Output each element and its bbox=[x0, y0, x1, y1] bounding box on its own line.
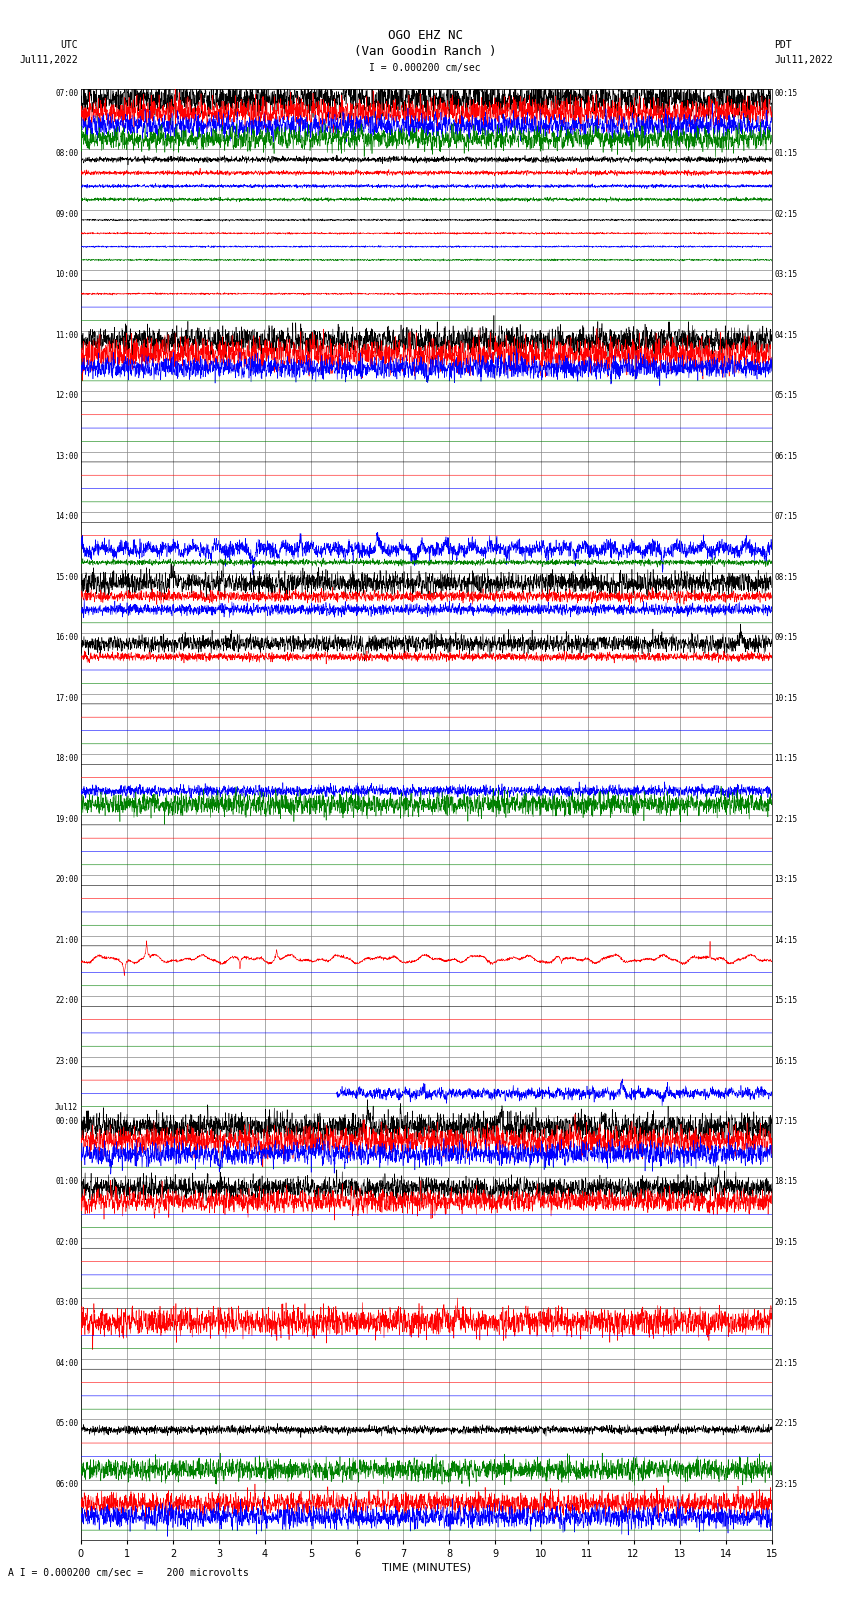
Text: (Van Goodin Ranch ): (Van Goodin Ranch ) bbox=[354, 45, 496, 58]
Text: 01:15: 01:15 bbox=[774, 150, 797, 158]
Text: 12:00: 12:00 bbox=[55, 392, 78, 400]
Text: 06:00: 06:00 bbox=[55, 1481, 78, 1489]
Text: 03:15: 03:15 bbox=[774, 271, 797, 279]
Text: 07:00: 07:00 bbox=[55, 89, 78, 98]
Text: 15:00: 15:00 bbox=[55, 573, 78, 582]
Text: 05:15: 05:15 bbox=[774, 392, 797, 400]
Text: 08:00: 08:00 bbox=[55, 150, 78, 158]
X-axis label: TIME (MINUTES): TIME (MINUTES) bbox=[382, 1563, 471, 1573]
Text: 09:00: 09:00 bbox=[55, 210, 78, 219]
Text: 19:15: 19:15 bbox=[774, 1239, 797, 1247]
Text: 11:15: 11:15 bbox=[774, 755, 797, 763]
Text: 02:00: 02:00 bbox=[55, 1239, 78, 1247]
Text: Jul11,2022: Jul11,2022 bbox=[774, 55, 833, 65]
Text: 15:15: 15:15 bbox=[774, 997, 797, 1005]
Text: PDT: PDT bbox=[774, 40, 792, 50]
Text: 14:00: 14:00 bbox=[55, 513, 78, 521]
Text: 21:00: 21:00 bbox=[55, 936, 78, 945]
Text: I = 0.000200 cm/sec: I = 0.000200 cm/sec bbox=[369, 63, 481, 73]
Text: 23:00: 23:00 bbox=[55, 1057, 78, 1066]
Text: 21:15: 21:15 bbox=[774, 1358, 797, 1368]
Text: 11:00: 11:00 bbox=[55, 331, 78, 340]
Text: 17:00: 17:00 bbox=[55, 694, 78, 703]
Text: 02:15: 02:15 bbox=[774, 210, 797, 219]
Text: 09:15: 09:15 bbox=[774, 634, 797, 642]
Text: 08:15: 08:15 bbox=[774, 573, 797, 582]
Text: 20:00: 20:00 bbox=[55, 874, 78, 884]
Text: 17:15: 17:15 bbox=[774, 1116, 797, 1126]
Text: 14:15: 14:15 bbox=[774, 936, 797, 945]
Text: 10:15: 10:15 bbox=[774, 694, 797, 703]
Text: 04:00: 04:00 bbox=[55, 1358, 78, 1368]
Text: Jul12: Jul12 bbox=[55, 1103, 78, 1113]
Text: 18:00: 18:00 bbox=[55, 755, 78, 763]
Text: 22:15: 22:15 bbox=[774, 1419, 797, 1429]
Text: 12:15: 12:15 bbox=[774, 815, 797, 824]
Text: A I = 0.000200 cm/sec =    200 microvolts: A I = 0.000200 cm/sec = 200 microvolts bbox=[8, 1568, 249, 1578]
Text: 20:15: 20:15 bbox=[774, 1298, 797, 1308]
Text: 13:15: 13:15 bbox=[774, 874, 797, 884]
Text: UTC: UTC bbox=[60, 40, 78, 50]
Text: 03:00: 03:00 bbox=[55, 1298, 78, 1308]
Text: 00:00: 00:00 bbox=[55, 1116, 78, 1126]
Text: 04:15: 04:15 bbox=[774, 331, 797, 340]
Text: 18:15: 18:15 bbox=[774, 1177, 797, 1187]
Text: 00:15: 00:15 bbox=[774, 89, 797, 98]
Text: 10:00: 10:00 bbox=[55, 271, 78, 279]
Text: 05:00: 05:00 bbox=[55, 1419, 78, 1429]
Text: 07:15: 07:15 bbox=[774, 513, 797, 521]
Text: OGO EHZ NC: OGO EHZ NC bbox=[388, 29, 462, 42]
Text: 16:00: 16:00 bbox=[55, 634, 78, 642]
Text: 19:00: 19:00 bbox=[55, 815, 78, 824]
Text: Jul11,2022: Jul11,2022 bbox=[20, 55, 78, 65]
Text: 13:00: 13:00 bbox=[55, 452, 78, 461]
Text: 22:00: 22:00 bbox=[55, 997, 78, 1005]
Text: 06:15: 06:15 bbox=[774, 452, 797, 461]
Text: 16:15: 16:15 bbox=[774, 1057, 797, 1066]
Text: 01:00: 01:00 bbox=[55, 1177, 78, 1187]
Text: 23:15: 23:15 bbox=[774, 1481, 797, 1489]
